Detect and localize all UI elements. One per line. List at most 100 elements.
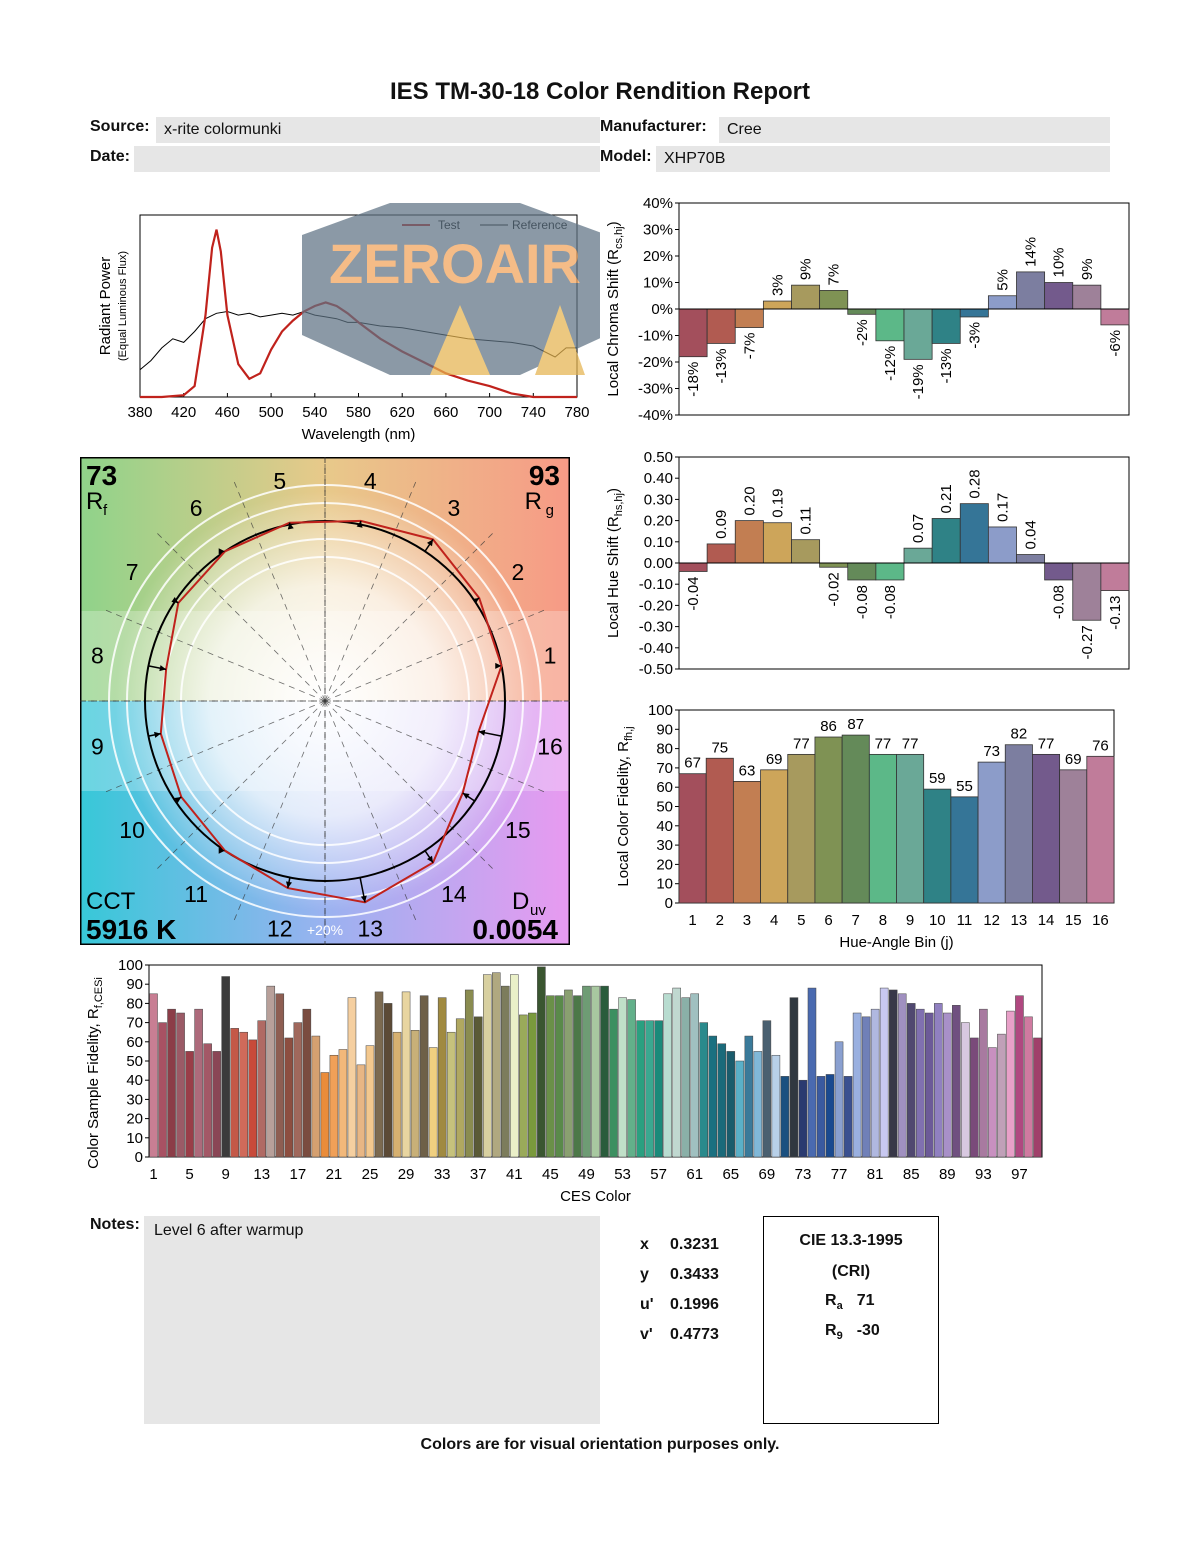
bin-divider-line: [232, 700, 326, 923]
bin-label: 8: [91, 643, 104, 669]
ces-bar: [744, 1035, 754, 1158]
ces-bar: [185, 1051, 194, 1158]
y-tick-label: 0.10: [644, 534, 673, 551]
bar-value-label: 63: [739, 762, 756, 779]
ces-bar: [970, 1037, 979, 1158]
ces-bar: [437, 997, 447, 1158]
y-tick-label: -20%: [638, 354, 673, 371]
coord-value: 0.4773: [670, 1326, 719, 1343]
bar-value-label: 0.28: [966, 469, 983, 498]
x-tick-label: 420: [171, 404, 196, 421]
reference-ring: [108, 484, 542, 918]
y-tick-label: 0.00: [644, 555, 673, 572]
bin-bar: [1016, 271, 1046, 310]
ces-bar: [780, 1076, 790, 1158]
coord-row: u' 0.1996: [640, 1296, 750, 1326]
bar-value-label: 0.19: [769, 489, 786, 518]
bin-bar: [903, 308, 933, 360]
ces-bar: [672, 987, 681, 1158]
ces-bar: [690, 993, 699, 1158]
ces-bar: [275, 993, 285, 1158]
bin-label: 14: [441, 881, 467, 907]
date-field: [134, 146, 600, 172]
y-tick-label: 60: [126, 1034, 143, 1051]
ces-bar: [726, 1051, 736, 1158]
coord-label: v': [640, 1326, 653, 1343]
shift-arrowhead: [356, 520, 363, 528]
bar-value-label: -0.08: [882, 585, 899, 619]
ces-bar: [410, 1030, 420, 1158]
bin-divider-line: [324, 700, 418, 923]
bin-divider-line: [324, 608, 547, 702]
ring-label: +20%: [307, 922, 343, 938]
rg-subscript: g: [546, 502, 554, 519]
y-tick-label: 50: [656, 799, 673, 816]
ces-bar: [311, 1035, 321, 1158]
y-tick-label: 100: [648, 702, 673, 719]
y-axis-label: Local Color Fidelity, Rfh,j: [615, 726, 635, 886]
bin-label: 7: [126, 559, 139, 585]
x-tick-label: 65: [722, 1166, 739, 1183]
bar-value-label: -7%: [741, 333, 758, 360]
notes-label: Notes:: [90, 1216, 140, 1233]
bar-value-label: -3%: [966, 322, 983, 349]
bin-bar: [791, 539, 821, 564]
bar-value-label: -0.02: [826, 572, 843, 606]
ra-label: R: [825, 1292, 837, 1309]
cri-box: [763, 1216, 939, 1424]
bin-divider-line: [103, 700, 326, 794]
ces-bar: [636, 1020, 645, 1158]
y-tick-label: 10: [126, 1130, 143, 1147]
bin-bar: [678, 308, 708, 358]
ces-bar: [446, 1031, 456, 1158]
ces-bar: [473, 1016, 483, 1158]
watermark-shape: [430, 305, 490, 375]
ces-bar: [573, 995, 582, 1158]
watermark-badge: [302, 203, 600, 375]
bin-label: 16: [537, 733, 563, 759]
bin-bar: [678, 773, 707, 904]
ces-bar: [699, 1022, 709, 1158]
shift-arrowhead: [287, 522, 294, 530]
cct-label: CCT: [86, 888, 136, 915]
bin-label: 5: [273, 468, 286, 494]
ces-bar: [302, 1008, 312, 1158]
bar-value-label: -13%: [713, 348, 730, 383]
y-axis-sublabel: (Equal Luminous Flux): [117, 251, 129, 361]
x-tick-label: 17: [289, 1166, 306, 1183]
ces-bar: [906, 1003, 916, 1158]
y-tick-label: 0%: [651, 301, 673, 318]
x-tick-label: 15: [1065, 912, 1082, 929]
bar-value-label: -18%: [685, 362, 702, 397]
y-tick-label: -0.10: [639, 576, 673, 593]
y-tick-label: 70: [656, 760, 673, 777]
bin-bar: [814, 736, 843, 904]
ces-bar: [897, 993, 907, 1158]
ces-bar: [167, 1008, 176, 1158]
ces-bar: [194, 1008, 203, 1158]
ces-bar: [329, 1054, 339, 1158]
bar-value-label: 73: [983, 743, 1000, 760]
ces-bar: [582, 985, 591, 1158]
r9-sub: 9: [836, 1330, 843, 1343]
y-tick-label: 50: [126, 1053, 143, 1070]
x-tick-label: 6: [824, 912, 832, 929]
manufacturer-label: Manufacturer:: [600, 118, 707, 135]
bar-value-label: 86: [820, 718, 837, 735]
ces-bar: [284, 1037, 294, 1158]
bin-bar: [987, 526, 1017, 564]
bin-bar: [959, 308, 989, 318]
notes-text: Level 6 after warmup: [154, 1222, 304, 1239]
bar-value-label: 69: [766, 751, 783, 768]
bin-bar: [678, 562, 708, 572]
y-tick-label: 30%: [643, 222, 673, 239]
footer-note: Colors are for visual orientation purpos…: [420, 1436, 780, 1453]
bin-bar: [875, 562, 905, 581]
spectrum-chart: 380 420 460 500 540 580 620 660 700 740 780 Wavelen…: [97, 203, 600, 443]
x-tick-label: 21: [326, 1166, 343, 1183]
y-tick-label: 40: [656, 818, 673, 835]
bin-divider-line: [103, 608, 326, 702]
bar-value-label: 75: [711, 739, 728, 756]
y-tick-label: -0.40: [639, 640, 673, 657]
